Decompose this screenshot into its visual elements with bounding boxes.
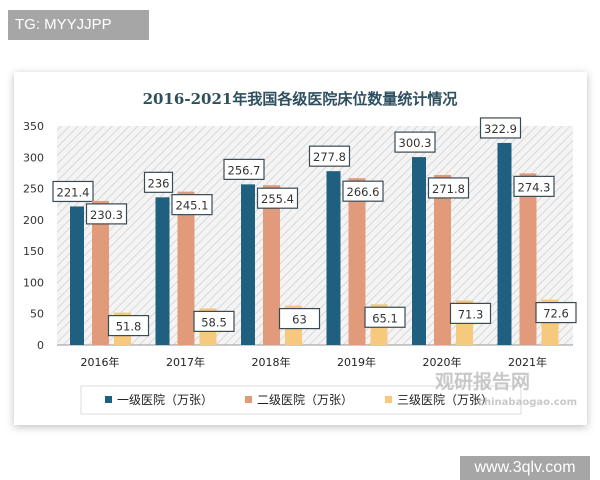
y-tick-label: 50 — [30, 308, 44, 321]
data-label: 277.8 — [313, 150, 346, 164]
data-label: 230.3 — [90, 208, 123, 222]
data-label-box — [364, 306, 406, 328]
legend-label: 一级医院（万张） — [117, 393, 213, 407]
data-label: 63 — [292, 313, 307, 327]
watermark: www.3qlv.com — [460, 456, 590, 480]
bar — [326, 171, 341, 345]
bar — [519, 173, 537, 345]
data-label-box — [308, 145, 351, 167]
data-label: 255.4 — [261, 192, 294, 206]
data-label: 274.3 — [518, 180, 551, 194]
legend — [80, 385, 522, 415]
data-label-box — [394, 131, 436, 153]
legend-label: 二级医院（万张） — [257, 393, 353, 407]
y-tick-label: 350 — [23, 120, 44, 133]
bar — [263, 185, 280, 345]
logo-text: 观研报告网 — [435, 370, 530, 393]
y-tick-label: 250 — [23, 183, 44, 196]
y-tick-label: 0 — [37, 339, 44, 352]
x-tick-label: 2019年 — [337, 355, 376, 369]
data-label-box — [107, 314, 150, 337]
bar — [497, 142, 512, 345]
data-label: 221.4 — [57, 185, 90, 199]
bar — [434, 174, 451, 345]
data-label-box — [143, 171, 174, 193]
data-label: 71.3 — [458, 307, 484, 321]
tag-label: TG: MYYJJPP — [8, 10, 149, 40]
data-label: 245.1 — [176, 199, 209, 213]
data-label: 72.6 — [543, 307, 569, 321]
bar — [348, 178, 366, 345]
data-label: 256.7 — [228, 163, 261, 177]
legend-swatch — [385, 396, 392, 403]
x-tick-label: 2020年 — [423, 355, 462, 369]
legend-swatch — [105, 396, 112, 403]
data-label: 322.9 — [484, 122, 517, 136]
data-label-box — [278, 307, 321, 330]
chart-title: 2016-2021年我国各级医院床位数量统计情况 — [143, 90, 458, 108]
data-label: 65.1 — [372, 311, 398, 325]
x-tick-label: 2018年 — [252, 355, 291, 369]
y-tick-label: 300 — [23, 151, 44, 164]
data-label-box — [223, 158, 265, 180]
data-label: 271.8 — [432, 182, 465, 196]
data-label-box — [256, 187, 299, 209]
legend-label: 三级医院（万张） — [397, 393, 493, 407]
data-label-box — [535, 301, 577, 324]
data-label-box — [513, 175, 555, 197]
data-label: 58.5 — [201, 315, 227, 329]
data-label-box — [85, 203, 128, 225]
data-label-box — [479, 117, 522, 139]
data-label-box — [342, 180, 384, 202]
bar — [177, 191, 195, 345]
x-tick-label: 2021年 — [508, 355, 547, 369]
x-tick-label: 2017年 — [166, 355, 205, 369]
data-label-box — [171, 194, 213, 216]
data-label-box — [449, 302, 492, 324]
bar — [70, 206, 84, 345]
x-tick-label: 2016年 — [81, 355, 120, 369]
bar — [92, 200, 109, 345]
data-label-box — [427, 177, 470, 199]
y-tick-label: 200 — [23, 214, 44, 227]
data-label: 236 — [148, 176, 170, 190]
data-label-box — [193, 310, 235, 332]
y-tick-label: 100 — [23, 276, 44, 289]
y-tick-label: 150 — [23, 245, 44, 258]
logo-url: chinabaogao.com — [478, 397, 577, 408]
data-label: 300.3 — [399, 136, 432, 150]
bar — [241, 184, 255, 345]
legend-swatch — [245, 396, 252, 403]
data-label-box — [52, 180, 94, 203]
bar — [412, 157, 426, 345]
data-label: 266.6 — [347, 185, 380, 199]
bar — [155, 197, 170, 345]
data-label: 51.8 — [116, 320, 142, 334]
